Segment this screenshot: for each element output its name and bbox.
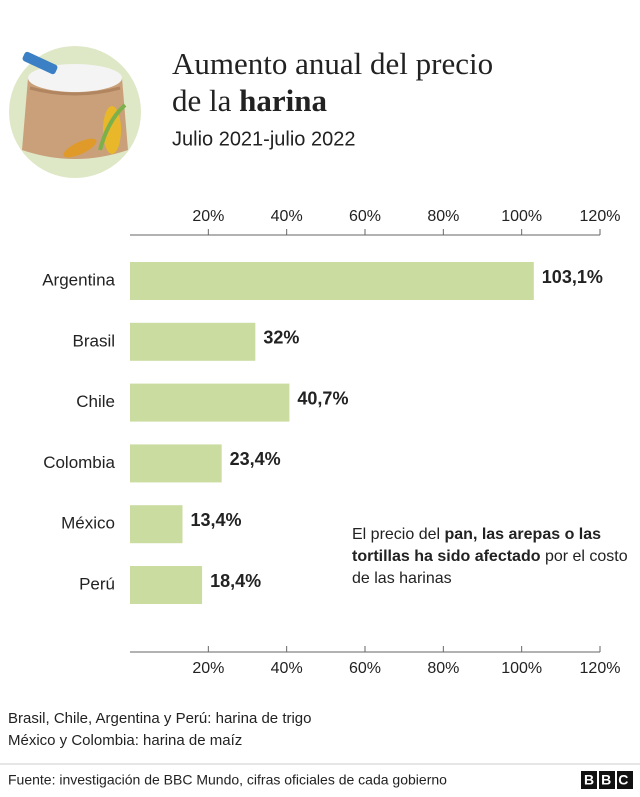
bar (130, 262, 534, 300)
value-label: 13,4% (190, 510, 241, 530)
x-tick-label: 80% (427, 660, 459, 677)
chart-title-part: de la (172, 83, 232, 118)
chart-title: Aumento anual del precio (172, 46, 493, 81)
annotation-bold: pan, las arepas o las tortillas ha sido … (352, 526, 602, 565)
y-tick-label: Perú (79, 574, 115, 593)
note: México y Colombia: harina de maíz (8, 732, 242, 749)
x-tick-label: 60% (349, 660, 381, 677)
y-tick-label: Colombia (43, 453, 115, 472)
chart-title-bold: harina (239, 83, 327, 118)
x-tick-label: 100% (501, 660, 542, 677)
chart-subtitle: Julio 2021-julio 2022 (172, 128, 355, 150)
x-tick-label: 80% (427, 208, 459, 225)
bar (130, 505, 183, 544)
annotation-text: El precio del (352, 526, 441, 543)
bar (130, 566, 203, 604)
x-tick-label: 100% (501, 208, 542, 225)
value-label: 32% (263, 328, 299, 348)
source: Fuente: investigación de BBC Mundo, cifr… (8, 772, 447, 788)
note: Brasil, Chile, Argentina y Perú: harina … (8, 710, 312, 727)
value-label: 18,4% (210, 571, 261, 591)
chart-title: de la harina (172, 83, 327, 118)
y-tick-label: México (61, 514, 115, 533)
y-tick-label: Argentina (42, 270, 115, 289)
value-label: 40,7% (297, 388, 348, 408)
bar (130, 444, 222, 483)
logo-text: BBC (584, 772, 635, 788)
x-tick-label: 40% (271, 660, 303, 677)
x-tick-label: 60% (349, 208, 381, 225)
x-tick-label: 120% (580, 660, 621, 677)
x-tick-label: 20% (192, 208, 224, 225)
y-tick-label: Chile (76, 392, 115, 411)
y-tick-label: Brasil (72, 331, 115, 350)
x-tick-label: 20% (192, 660, 224, 677)
x-tick-label: 120% (580, 208, 621, 225)
annotation-text: por el costo de las harinas (352, 548, 628, 587)
bar (130, 322, 256, 361)
annotation: El precio del pan, las arepas o las tort… (352, 524, 632, 590)
logo: BBC (581, 771, 635, 789)
bar (130, 383, 290, 422)
x-tick-label: 40% (271, 208, 303, 225)
value-label: 23,4% (230, 449, 281, 469)
flour-icon (9, 46, 141, 178)
value-label: 103,1% (542, 267, 603, 287)
